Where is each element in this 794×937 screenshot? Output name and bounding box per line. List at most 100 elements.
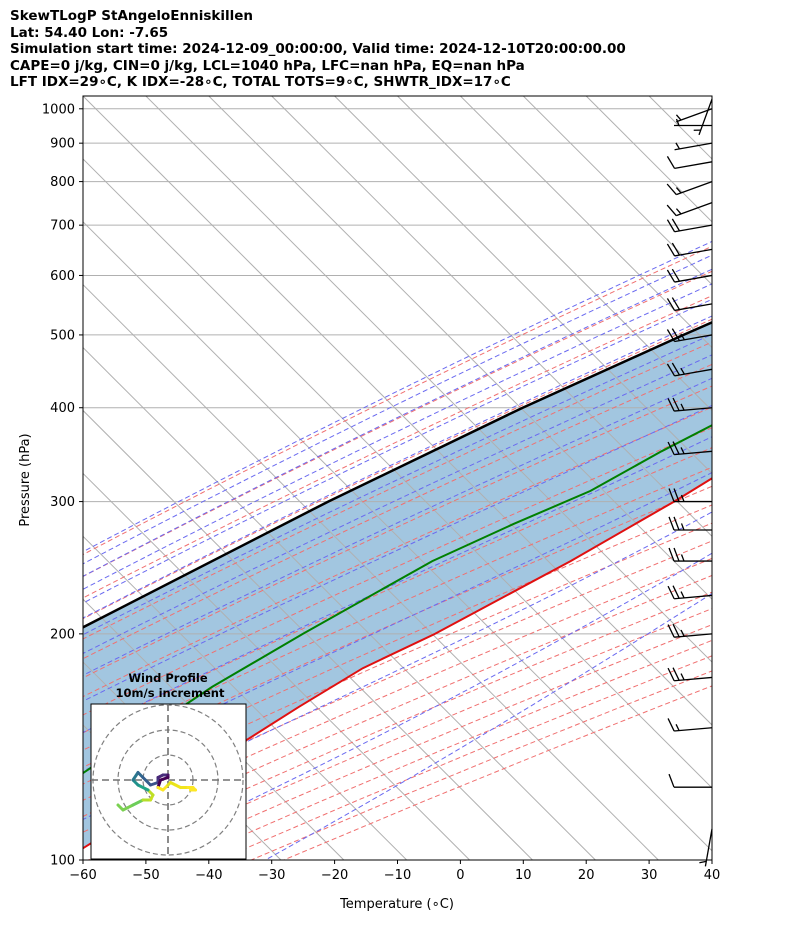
barb-feather — [666, 183, 677, 196]
wind-barb — [675, 108, 713, 123]
indices-line: LFT IDX=29∘C, K IDX=-28∘C, TOTAL TOTS=9∘… — [10, 74, 511, 90]
wind-barb — [668, 488, 712, 503]
barb-feather — [667, 718, 675, 732]
barb-feather — [666, 219, 676, 233]
barb-shaft — [674, 274, 713, 283]
y-tick-label: 100 — [50, 854, 75, 869]
y-tick-label: 200 — [50, 627, 75, 642]
barb-half-feather — [680, 523, 685, 531]
isotherm-line — [83, 535, 408, 860]
barb-half-feather — [680, 333, 685, 341]
isotherm-line — [208, 96, 712, 600]
parcel-line — [83, 320, 712, 629]
isotherm-line — [271, 96, 712, 538]
dry-adiabat — [83, 485, 712, 768]
barb-shaft — [674, 142, 713, 151]
barb-shaft — [698, 98, 713, 136]
barb-shaft — [674, 368, 713, 377]
dry-adiabat — [83, 341, 712, 640]
isotherm-line — [83, 472, 470, 860]
barb-feather — [666, 156, 676, 169]
barb-shaft — [674, 676, 713, 682]
barb-half-feather — [680, 673, 685, 681]
barb-feather — [668, 516, 675, 531]
barb-shaft — [674, 161, 713, 170]
wind-barb — [667, 397, 713, 412]
y-tick-label: 400 — [50, 401, 75, 416]
barb-shaft — [674, 248, 713, 257]
barb-half-feather — [680, 367, 685, 375]
barb-half-feather — [675, 187, 682, 194]
wind-barb — [667, 585, 713, 600]
x-tick-label: 0 — [456, 868, 464, 883]
y-tick-label: 900 — [50, 137, 75, 152]
x-axis-label: Temperature (∘C) — [339, 897, 454, 912]
y-tick-label: 800 — [50, 175, 75, 190]
hodograph-segment — [136, 783, 150, 792]
barb-feather — [673, 488, 680, 502]
wind-barb — [666, 242, 713, 257]
y-tick-label: 700 — [50, 219, 75, 234]
barb-feather — [673, 547, 680, 562]
isotherm-line — [522, 96, 712, 286]
barb-feather — [671, 218, 681, 232]
barb-feather — [672, 397, 680, 411]
moist-adiabat — [83, 377, 712, 676]
barb-shaft — [674, 450, 713, 456]
barb-feather — [667, 398, 675, 412]
barb-half-feather — [680, 447, 685, 455]
barb-feather — [671, 362, 681, 376]
dry-adiabat — [83, 406, 712, 698]
barb-feather — [667, 667, 675, 682]
x-tick-label: −20 — [321, 868, 348, 883]
wind-barb — [667, 718, 713, 732]
barb-shaft — [674, 334, 713, 343]
x-tick-label: 30 — [641, 868, 658, 883]
moist-adiabat — [83, 298, 712, 604]
dry-adiabat — [83, 540, 712, 817]
isotherm-line — [83, 96, 712, 726]
temperature-line — [83, 477, 712, 850]
wind-barb — [666, 218, 713, 233]
barb-shaft — [676, 180, 713, 196]
dry-adiabat — [83, 295, 712, 599]
y-tick-label: 1000 — [42, 102, 75, 117]
stability-line: CAPE=0 j/kg, CIN=0 j/kg, LCL=1040 hPa, L… — [10, 57, 525, 74]
x-tick-label: 20 — [578, 868, 595, 883]
hodograph-title: Wind Profile — [128, 671, 208, 685]
barb-half-feather — [675, 142, 681, 150]
wind-barb — [667, 441, 713, 456]
barb-feather — [671, 242, 681, 256]
wind-barb — [674, 118, 712, 127]
dry-adiabat — [83, 385, 712, 679]
barb-half-feather — [675, 208, 682, 215]
wind-barb — [668, 547, 712, 562]
barb-shaft — [674, 633, 713, 638]
barb-shaft — [674, 594, 713, 600]
y-tick-label: 600 — [50, 269, 75, 284]
wind-barb — [666, 297, 713, 312]
wind-barb — [674, 142, 713, 151]
mixing-ratio-line — [767, 96, 794, 335]
x-tick-label: 10 — [515, 868, 532, 883]
barb-feather — [672, 441, 680, 455]
moist-adiabat — [83, 254, 712, 565]
barb-feather — [666, 363, 676, 377]
dry-adiabat — [83, 522, 712, 801]
barb-feather — [666, 243, 676, 257]
barb-feather — [667, 585, 675, 600]
wind-barb — [666, 202, 713, 217]
wind-barb — [667, 623, 713, 638]
barb-feather — [672, 623, 680, 638]
barb-shaft — [674, 727, 713, 732]
isotherm-line — [397, 96, 712, 412]
x-tick-label: −30 — [258, 868, 285, 883]
wind-barb — [666, 156, 713, 170]
moist-adiabat — [83, 240, 712, 553]
wind-barb — [666, 268, 713, 283]
hodograph-segment — [121, 803, 135, 812]
barb-shaft — [704, 828, 713, 867]
barb-feather — [671, 328, 681, 341]
isotherm-line — [460, 96, 712, 349]
x-tick-label: 40 — [704, 868, 721, 883]
